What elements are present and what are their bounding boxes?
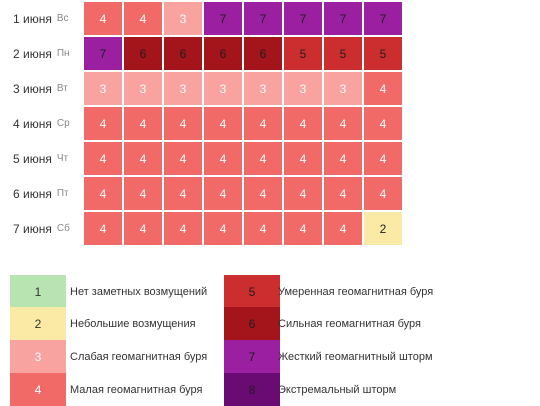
heatmap-cell: 4 (324, 177, 362, 210)
row-label: 1 июня Вс (0, 2, 80, 35)
row-weekday: Ср (56, 118, 70, 129)
row-label: 6 июня Пт (0, 177, 80, 210)
row-weekday: Пт (56, 188, 69, 199)
heatmap-cell: 4 (204, 107, 242, 140)
row-date: 3 июня (13, 81, 52, 96)
heatmap-cell: 3 (124, 72, 162, 105)
heatmap-cell: 4 (284, 142, 322, 175)
heatmap-cell: 4 (124, 107, 162, 140)
heatmap-cell: 7 (364, 2, 402, 35)
heatmap-cell: 3 (84, 72, 122, 105)
heatmap-cell: 4 (204, 177, 242, 210)
heatmap-cell: 4 (164, 177, 202, 210)
heatmap-cell: 3 (324, 72, 362, 105)
row-label: 4 июня Ср (0, 107, 80, 140)
heatmap-cell: 7 (244, 2, 282, 35)
heatmap-cell: 4 (84, 212, 122, 245)
row-weekday: Сб (56, 223, 70, 234)
heatmap-cell: 7 (84, 37, 122, 70)
row-label: 3 июня Вт (0, 72, 80, 105)
row-weekday: Вт (56, 83, 68, 94)
heatmap-cell: 5 (324, 37, 362, 70)
legend-swatch: 6 (224, 307, 280, 340)
heatmap-cell: 4 (364, 142, 402, 175)
legend-label: Жесткий геомагнитный шторм (278, 350, 433, 363)
heatmap-cell: 4 (284, 177, 322, 210)
heatmap-cell: 4 (164, 142, 202, 175)
row-label: 7 июня Сб (0, 212, 80, 245)
heatmap-cell: 4 (84, 2, 122, 35)
heatmap-cell: 4 (364, 107, 402, 140)
row-date: 5 июня (13, 151, 52, 166)
legend-swatch: 3 (10, 340, 66, 373)
heatmap-cell: 4 (244, 107, 282, 140)
legend-swatch: 8 (224, 373, 280, 406)
legend-label: Слабая геомагнитная буря (70, 350, 208, 363)
row-label: 2 июня Пн (0, 37, 80, 70)
heatmap-cell: 5 (284, 37, 322, 70)
heatmap-cell: 3 (164, 2, 202, 35)
heatmap-cell: 4 (204, 212, 242, 245)
legend-swatch: 1 (10, 275, 66, 308)
heatmap-cell: 3 (244, 72, 282, 105)
heatmap-cell: 4 (324, 107, 362, 140)
heatmap-cell: 5 (364, 37, 402, 70)
row-date: 1 июня (13, 11, 52, 26)
row-date: 4 июня (13, 116, 52, 131)
legend-label: Нет заметных возмущений (70, 285, 208, 298)
row-weekday: Пн (56, 48, 70, 59)
legend-swatch: 2 (10, 307, 66, 340)
heatmap-cell: 4 (284, 212, 322, 245)
heatmap-cell: 3 (284, 72, 322, 105)
heatmap-cell: 3 (204, 72, 242, 105)
row-date: 7 июня (13, 221, 52, 236)
heatmap-cell: 4 (164, 212, 202, 245)
row-label: 5 июня Чт (0, 142, 80, 175)
heatmap-cell: 4 (204, 142, 242, 175)
heatmap-cell: 7 (284, 2, 322, 35)
heatmap-cell: 4 (244, 142, 282, 175)
heatmap-cell: 3 (164, 72, 202, 105)
heatmap-cell: 4 (84, 177, 122, 210)
legend-swatch: 4 (10, 373, 66, 406)
heatmap-cell: 6 (204, 37, 242, 70)
row-date: 2 июня (13, 46, 52, 61)
heatmap-cell: 4 (164, 107, 202, 140)
legend-swatch: 5 (224, 275, 280, 308)
heatmap-cell: 4 (124, 2, 162, 35)
legend-swatch: 7 (224, 340, 280, 373)
row-date: 6 июня (13, 186, 52, 201)
legend-label: Небольшие возмущения (70, 317, 196, 330)
heatmap-cell: 4 (84, 107, 122, 140)
heatmap-cell: 4 (124, 212, 162, 245)
legend-label: Экстремальный шторм (278, 383, 397, 396)
heatmap-cell: 2 (364, 212, 402, 245)
heatmap-cell: 4 (84, 142, 122, 175)
row-weekday: Вс (56, 13, 69, 24)
heatmap-cell: 4 (244, 177, 282, 210)
heatmap-cell: 4 (124, 142, 162, 175)
heatmap-cell: 4 (124, 177, 162, 210)
heatmap-cell: 4 (324, 142, 362, 175)
heatmap-cell: 6 (164, 37, 202, 70)
heatmap-cell: 7 (324, 2, 362, 35)
heatmap-cell: 7 (204, 2, 242, 35)
legend-label: Сильная геомагнитная буря (278, 317, 421, 330)
heatmap-cell: 6 (124, 37, 162, 70)
heatmap-cell: 4 (324, 212, 362, 245)
heatmap-cell: 4 (364, 177, 402, 210)
heatmap-cell: 4 (244, 212, 282, 245)
row-weekday: Чт (56, 153, 69, 164)
legend-label: Малая геомагнитная буря (70, 383, 203, 396)
legend-label: Умеренная геомагнитная буря (278, 285, 434, 298)
heatmap-cell: 4 (364, 72, 402, 105)
heatmap-cell: 4 (284, 107, 322, 140)
heatmap-cell: 6 (244, 37, 282, 70)
